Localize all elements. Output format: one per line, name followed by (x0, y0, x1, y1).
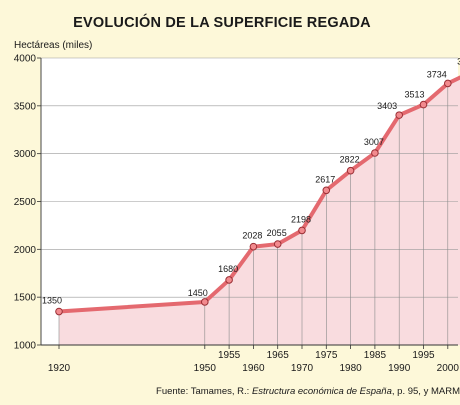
data-label: 3403 (377, 101, 397, 111)
data-label: 2028 (242, 231, 262, 241)
data-label: 1680 (218, 264, 238, 274)
data-label: 2198 (291, 214, 311, 224)
data-point (249, 242, 258, 251)
label-layer: 1350 1450 1680 2028 2055 2198 2617 2822 3007 3403… (42, 57, 460, 306)
x-tick-label: 1955 (218, 350, 241, 361)
data-label: 3513 (404, 90, 424, 100)
data-label: 1450 (188, 288, 208, 298)
x-tick-label: 1920 (48, 363, 71, 374)
x-tick-label: 1990 (388, 363, 411, 374)
x-tick-label: 1970 (291, 363, 314, 374)
y-tick-label: 1500 (14, 293, 37, 304)
y-axis-label: Hectáreas (miles) (14, 40, 92, 51)
line-layer (57, 75, 460, 314)
point-layer (55, 79, 452, 316)
source-note: Fuente: Tamames, R.: Estructura económic… (156, 386, 460, 397)
data-label: 3734 (427, 69, 447, 79)
data-point (298, 226, 306, 235)
axis-layer: 1000 1500 2000 2500 3000 3500 4000 1920 19501955… (14, 54, 460, 375)
source-prefix: Fuente: Tamames, R.: (156, 386, 252, 397)
data-point (273, 240, 282, 248)
x-tick-label: 1980 (339, 363, 362, 374)
data-label: 1350 (42, 296, 62, 306)
x-tick-label: 1950 (194, 363, 217, 374)
series-line (57, 75, 460, 314)
data-point (419, 100, 428, 109)
source-title: Estructura económica de España (252, 386, 392, 397)
data-point (395, 111, 404, 119)
y-tick-label: 4000 (14, 54, 37, 65)
x-tick-label: 1960 (242, 363, 265, 374)
source-suffix: , p. 95, y MARM (392, 386, 460, 397)
x-tick-label: 1995 (412, 350, 435, 361)
data-point (322, 186, 331, 195)
y-tick-label: 3000 (14, 149, 37, 160)
data-label: 2055 (267, 228, 287, 238)
data-label: 3857 (457, 57, 460, 67)
x-tick-label: 1975 (315, 350, 338, 361)
y-tick-label: 3500 (14, 101, 37, 112)
data-label: 2822 (340, 155, 360, 165)
area-layer (59, 77, 460, 345)
data-label: 2617 (315, 174, 335, 184)
data-point (201, 298, 209, 306)
data-point (55, 307, 63, 316)
y-tick-label: 1000 (14, 341, 37, 352)
grid-layer (41, 57, 458, 345)
y-tick-label: 2000 (14, 245, 37, 256)
area-fill (59, 77, 460, 345)
x-tick-label: 1965 (267, 350, 290, 361)
data-point (225, 276, 233, 284)
data-point (346, 166, 355, 175)
x-tick-label: 2000 (437, 363, 460, 374)
x-tick-label: 1985 (364, 350, 387, 361)
data-label: 3007 (364, 137, 384, 147)
data-point (371, 149, 379, 157)
data-point (444, 79, 452, 88)
chart-title: EVOLUCIÓN DE LA SUPERFICIE REGADA (73, 13, 371, 31)
y-tick-label: 2500 (14, 197, 37, 208)
